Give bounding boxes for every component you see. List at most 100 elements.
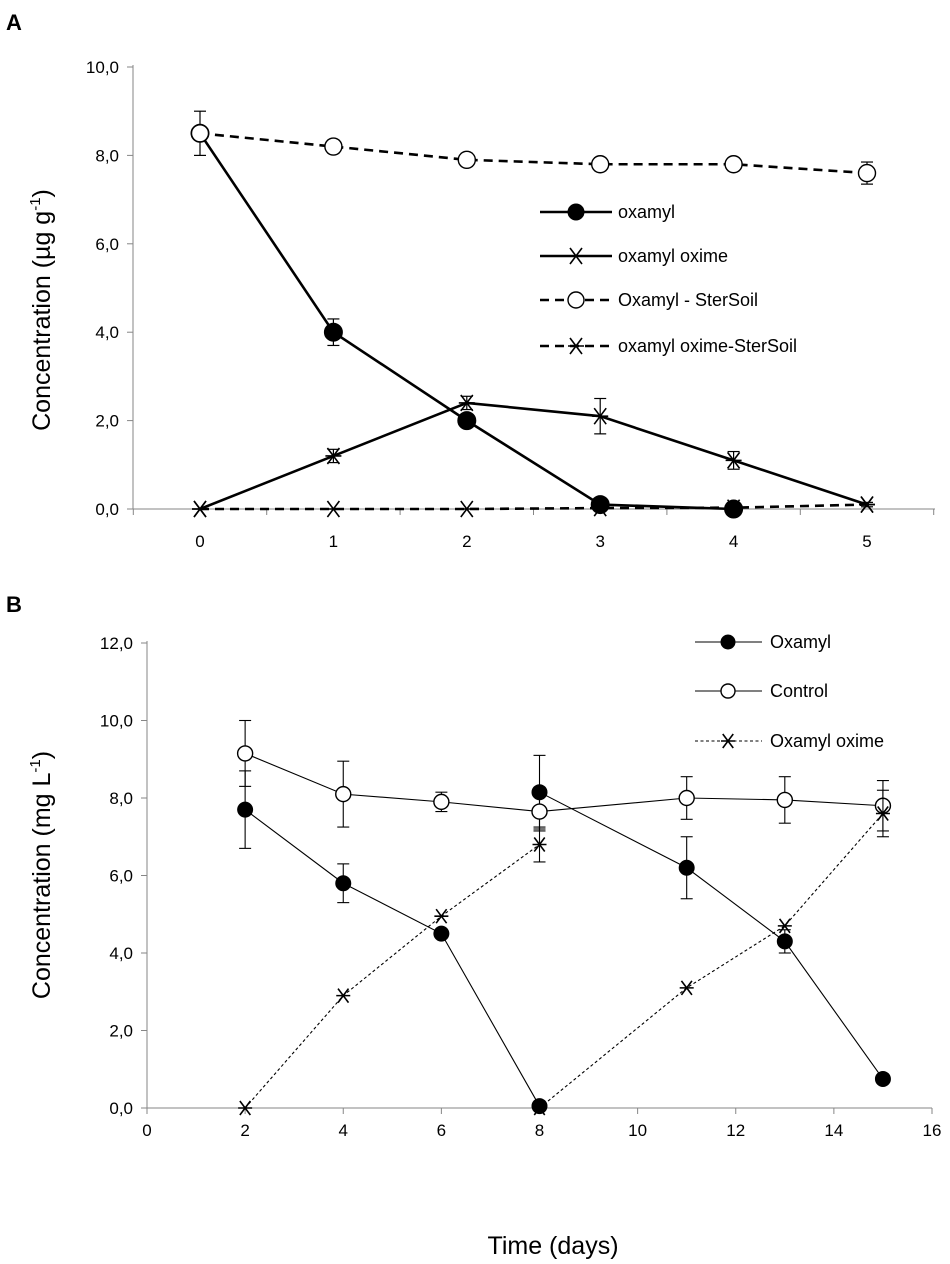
- panel-a-data-point: [457, 411, 477, 431]
- panel-b-data-point: [531, 1098, 548, 1115]
- panel-b-y-tick-label: 4,0: [109, 944, 133, 963]
- panel-a-data-point: [458, 500, 475, 518]
- panel-b: B 0,0 2,0 4,0 6,0 8,0 10,0 12,0 0 2 4 6 8 10 12 14 16 C…: [6, 592, 941, 1140]
- panel-a-x-tick-label: 3: [595, 532, 604, 551]
- panel-b-x-tick-label: 4: [339, 1121, 348, 1140]
- legend-label: Oxamyl - SterSoil: [618, 290, 758, 310]
- legend-marker: [721, 733, 735, 749]
- panel-a-plot-area: [190, 110, 877, 519]
- panel-b-data-point: [776, 791, 794, 809]
- panel-b-series-line-3: [244, 844, 540, 1109]
- panel-b-data-point: [531, 803, 548, 820]
- panel-b-x-tick-label: 10: [628, 1121, 647, 1140]
- panel-a-series-line-1: [198, 132, 734, 511]
- legend-marker: [568, 337, 584, 355]
- panel-b-data-point: [776, 933, 793, 950]
- panel-a-x-tick-label: 1: [329, 532, 338, 551]
- panel-b-y-tick-label: 2,0: [109, 1022, 133, 1041]
- panel-b-data-point: [777, 918, 792, 934]
- panel-b-data-point: [874, 1070, 891, 1087]
- panel-b-data-point: [335, 785, 352, 803]
- legend-marker: [568, 247, 584, 265]
- panel-b-x-tick-label: 12: [726, 1121, 745, 1140]
- panel-a-x-tick-label: 2: [462, 532, 471, 551]
- panel-a-data-point: [859, 496, 875, 514]
- panel-a-series-line-4: [200, 503, 868, 511]
- legend-marker: [567, 203, 585, 221]
- panel-a-y-tick-label: 0,0: [95, 500, 119, 519]
- panel-b-data-point: [335, 875, 352, 892]
- panel-a-data-point: [591, 155, 610, 174]
- legend-label: Control: [770, 681, 828, 701]
- panel-b-series-line-3: [539, 813, 884, 1109]
- panel-b-legend: Oxamyl Control Oxamyl oxime: [695, 632, 884, 751]
- panel-a-data-point: [857, 163, 877, 183]
- panel-a-x-tick-label: 5: [862, 532, 871, 551]
- panel-a-y-tick-label: 4,0: [95, 323, 119, 342]
- panel-b-x-tick-label: 14: [824, 1121, 843, 1140]
- panel-a-data-point: [190, 124, 210, 143]
- panel-b-y-tick-label: 12,0: [100, 634, 133, 653]
- panel-a-axes: 0,0 2,0 4,0 6,0 8,0 10,0 0 1 2 3 4 5: [86, 58, 935, 551]
- panel-b-y-axis-title: Concentration (mg L-1): [27, 751, 56, 999]
- panel-b-y-tick-label: 0,0: [109, 1099, 133, 1118]
- panel-a-y-tick-label: 2,0: [95, 412, 119, 431]
- legend-label: oxamyl: [618, 202, 675, 222]
- panel-b-x-tick-label: 2: [240, 1121, 249, 1140]
- panel-b-series-line-1: [539, 791, 884, 1080]
- panel-b-label: B: [6, 592, 22, 617]
- panel-b-data-point: [433, 793, 450, 811]
- panel-b-data-point: [532, 837, 547, 852]
- panel-b-data-point: [678, 859, 695, 876]
- legend-label: oxamyl oxime-SterSoil: [618, 336, 797, 356]
- panel-a-data-point: [457, 150, 476, 170]
- panel-a-label: A: [6, 10, 22, 35]
- panel-b-data-point: [238, 1100, 253, 1116]
- panel-a-series-line-2: [199, 401, 868, 511]
- legend-label: Oxamyl oxime: [770, 731, 884, 751]
- panel-b-plot-area: [236, 719, 892, 1116]
- legend-marker: [567, 291, 585, 309]
- panel-a-legend: oxamyl oxamyl oxime Oxamyl - SterSoil oxamy…: [540, 202, 797, 356]
- panel-a-data-point: [192, 500, 208, 518]
- panel-a-y-tick-label: 8,0: [95, 146, 119, 165]
- panel-a-data-point: [325, 447, 342, 465]
- panel-b-data-point: [433, 925, 450, 942]
- panel-b-data-point: [434, 908, 449, 924]
- panel-b-x-tick-label: 0: [142, 1121, 151, 1140]
- panel-b-x-tick-label: 6: [437, 1121, 446, 1140]
- panel-a-y-tick-label: 6,0: [95, 235, 119, 254]
- panel-b-y-tick-label: 6,0: [109, 867, 133, 886]
- legend-label: oxamyl oxime: [618, 246, 728, 266]
- panel-b-data-point: [236, 745, 254, 762]
- panel-a-x-tick-label: 4: [729, 532, 738, 551]
- panel-b-x-tick-label: 16: [923, 1121, 942, 1140]
- legend-marker: [720, 683, 736, 699]
- panel-b-data-point: [336, 988, 351, 1004]
- panel-b-data-point: [237, 801, 254, 818]
- panel-a-data-point: [725, 451, 742, 469]
- panel-a-data-point: [592, 499, 609, 517]
- panel-b-axes: 0,0 2,0 4,0 6,0 8,0 10,0 12,0 0 2 4 6 8 10 12 14 16: [100, 634, 942, 1140]
- panel-a-y-axis-title: Concentration (µg g-1): [27, 189, 56, 431]
- panel-a-series-line-3: [199, 132, 868, 175]
- panel-a-data-point: [325, 500, 342, 518]
- panel-b-data-point: [679, 980, 694, 996]
- legend-marker: [720, 634, 736, 650]
- panel-b-y-tick-label: 8,0: [109, 789, 133, 808]
- panel-b-x-tick-label: 8: [535, 1121, 544, 1140]
- panel-b-data-point: [875, 806, 890, 821]
- panel-a-data-point: [725, 499, 742, 517]
- panel-b-data-point: [532, 1100, 547, 1116]
- panel-a-data-point: [590, 495, 610, 515]
- panel-a-data-point: [724, 155, 743, 174]
- panel-b-data-point: [678, 789, 695, 807]
- legend-label: Oxamyl: [770, 632, 831, 652]
- panel-a-data-point: [323, 322, 343, 342]
- panel-b-y-tick-label: 10,0: [100, 712, 133, 731]
- panel-a: A 0,0 2,0 4,0 6,0 8,0 10,0 0 1 2 3 4 5 Concentratio…: [6, 10, 935, 551]
- panel-a-x-tick-label: 0: [195, 532, 204, 551]
- panel-a-data-point: [324, 137, 343, 156]
- panel-a-data-point: [458, 394, 475, 412]
